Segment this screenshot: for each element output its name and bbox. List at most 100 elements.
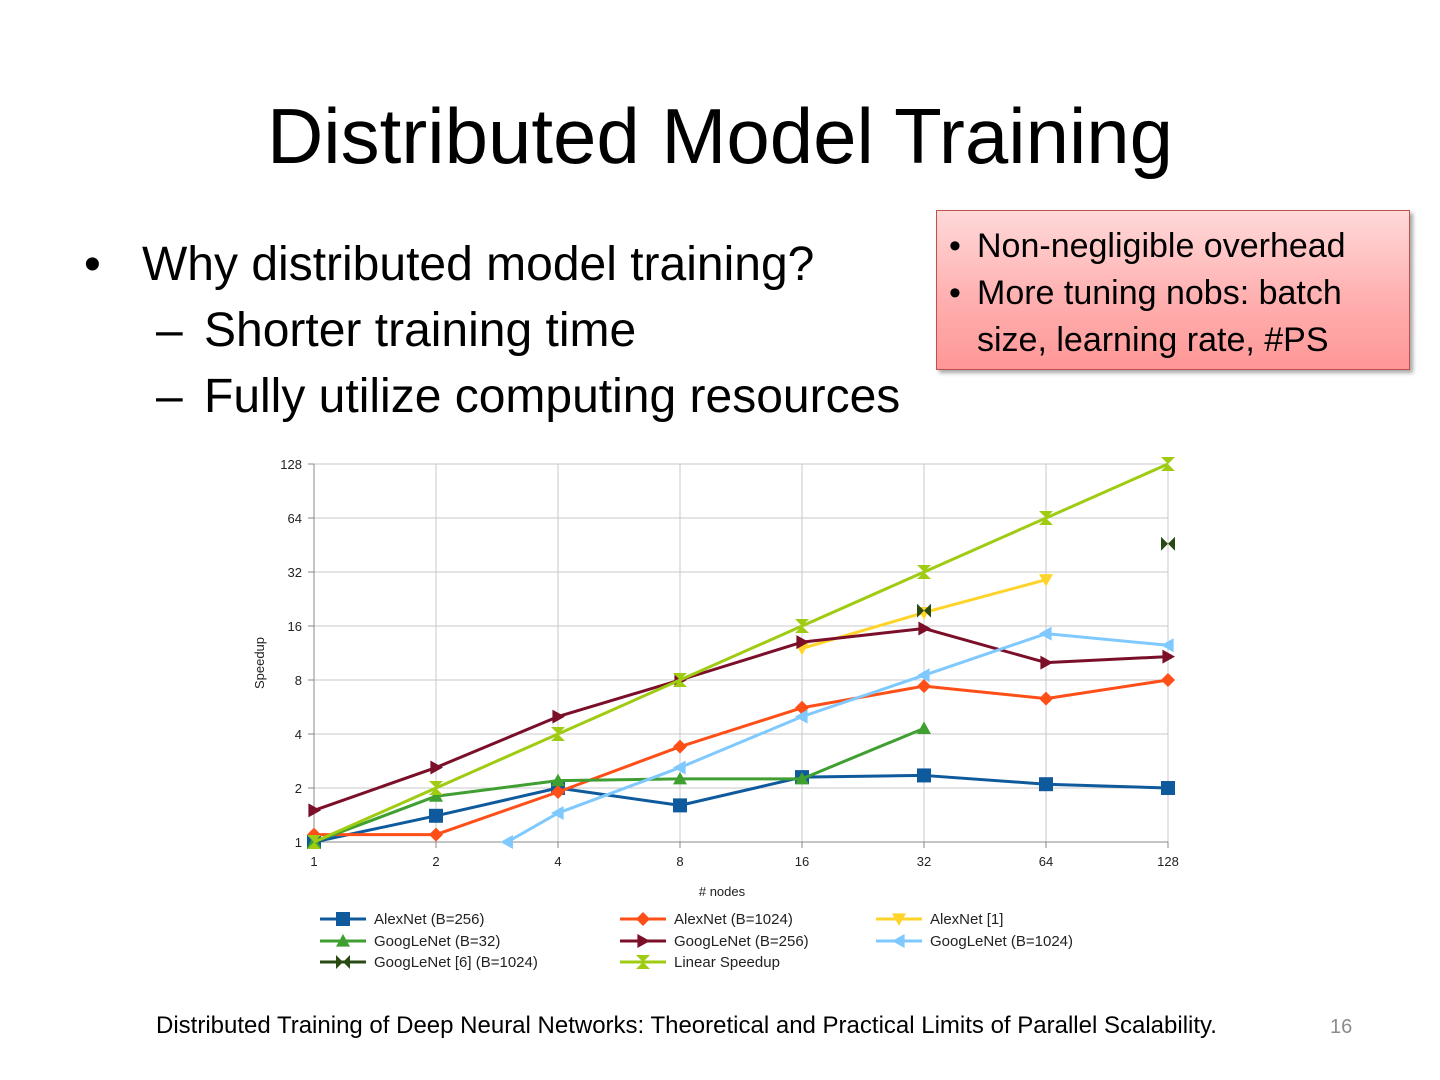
data-point <box>307 835 321 849</box>
sub-bullet-item: – Shorter training time <box>84 298 900 364</box>
data-point <box>1162 649 1175 664</box>
data-point <box>1161 638 1174 653</box>
data-point <box>1039 691 1053 706</box>
sub-bullet-item: – Fully utilize computing resources <box>84 364 900 430</box>
data-point <box>1161 673 1175 687</box>
bullet-marker: • <box>84 238 101 291</box>
legend-item: GoogLeNet (B=256) <box>620 933 809 950</box>
data-point <box>429 827 443 842</box>
y-tick-label: 32 <box>288 565 302 580</box>
data-point <box>551 806 564 821</box>
x-tick-label: 64 <box>1039 854 1053 869</box>
data-point <box>1039 626 1052 641</box>
data-point <box>795 619 809 633</box>
data-point <box>429 781 443 795</box>
legend-label: GoogLeNet (B=32) <box>374 933 500 950</box>
legend-swatch-marker <box>637 934 650 948</box>
data-point <box>673 739 687 754</box>
data-point <box>429 789 443 802</box>
series-line <box>313 626 1169 812</box>
data-point <box>308 803 321 818</box>
series-line <box>506 632 1169 844</box>
data-point <box>1161 457 1175 471</box>
data-point <box>918 621 931 636</box>
series-line <box>313 773 1169 844</box>
x-tick-label: 1 <box>310 854 317 869</box>
series-group <box>307 457 1175 849</box>
sub-bullet-text: Shorter training time <box>204 304 637 357</box>
data-point <box>500 835 513 849</box>
bullet-text: Why distributed model training? <box>142 238 815 291</box>
legend-item: AlexNet (B=1024) <box>620 911 793 928</box>
data-point <box>1039 777 1053 792</box>
legend-item: GoogLeNet (B=1024) <box>876 933 1073 950</box>
data-point <box>673 798 687 813</box>
series-line <box>314 678 1169 837</box>
legend-item: GoogLeNet (B=32) <box>320 933 500 950</box>
x-tick-label: 128 <box>1157 854 1179 869</box>
y-tick-label: 2 <box>295 781 302 796</box>
data-point <box>551 727 565 741</box>
data-point <box>917 768 931 783</box>
callout-item: • More tuning nobs: batch size, learning… <box>949 270 1397 364</box>
y-axis-label: Speedup <box>252 637 267 689</box>
series-line <box>313 462 1169 844</box>
speedup-chart: 1 2 4 8 16 32 64 128 1 2 4 8 16 32 64 128 # nodes Speed… <box>252 457 1179 971</box>
sub-bullet-marker: – <box>156 304 183 357</box>
sub-bullet-text: Fully utilize computing resources <box>204 370 901 423</box>
chart-axes: 1 2 4 8 16 32 64 128 1 2 4 8 16 32 64 128 <box>280 457 1179 869</box>
x-tick-label: 32 <box>917 854 931 869</box>
legend-swatch-marker <box>336 955 350 969</box>
data-point <box>1161 781 1175 795</box>
data-point <box>1039 574 1053 587</box>
legend-swatch-marker <box>892 934 905 948</box>
data-point <box>551 773 565 787</box>
y-tick-label: 1 <box>295 835 302 850</box>
data-point <box>1040 655 1053 670</box>
callout-text: Non-negligible overhead <box>977 227 1346 265</box>
series-group <box>917 536 1175 618</box>
sub-bullet-marker: – <box>156 370 183 423</box>
data-point <box>429 808 443 823</box>
data-point <box>673 760 686 775</box>
legend-item: GoogLeNet [6] (B=1024) <box>320 954 538 971</box>
legend-item: AlexNet [1] <box>876 911 1003 928</box>
callout-bullet: • <box>949 274 961 312</box>
data-point <box>1161 536 1175 551</box>
data-point <box>673 771 687 785</box>
y-tick-label: 8 <box>295 673 302 688</box>
legend-label: GoogLeNet [6] (B=1024) <box>374 954 538 971</box>
data-point <box>917 668 930 683</box>
callout-text: More tuning nobs: batch size, learning r… <box>977 274 1342 359</box>
legend-label: AlexNet (B=1024) <box>674 911 793 928</box>
x-tick-label: 4 <box>554 854 561 869</box>
data-point <box>917 603 931 618</box>
x-tick-label: 8 <box>676 854 683 869</box>
series-group <box>500 626 1174 849</box>
data-point <box>551 784 565 799</box>
data-point <box>795 709 808 724</box>
legend-label: AlexNet [1] <box>930 911 1003 928</box>
legend-label: Linear Speedup <box>674 954 780 971</box>
series-group <box>307 721 931 848</box>
series-line <box>313 726 925 844</box>
data-point <box>552 709 565 724</box>
data-point <box>796 635 809 650</box>
bullet-list: • Why distributed model training? – Shor… <box>84 232 900 430</box>
legend-swatch-marker <box>636 912 650 926</box>
y-tick-label: 16 <box>288 619 302 634</box>
legend-label: AlexNet (B=256) <box>374 911 484 928</box>
callout-bullet: • <box>949 227 961 265</box>
legend-swatch-marker <box>336 934 350 947</box>
y-tick-label: 4 <box>295 727 302 742</box>
legend-label: GoogLeNet (B=1024) <box>930 933 1073 950</box>
chart-legend: AlexNet (B=256) AlexNet (B=1024) AlexNet [… <box>320 911 1073 971</box>
y-tick-label: 64 <box>288 511 302 526</box>
legend-swatch-marker <box>336 912 350 926</box>
x-tick-label: 16 <box>795 854 809 869</box>
callout-item: • Non-negligible overhead <box>949 223 1397 270</box>
series-group <box>307 673 1175 842</box>
y-tick-label: 128 <box>280 457 302 472</box>
x-axis-label: # nodes <box>699 884 746 899</box>
legend-swatch-marker <box>636 955 650 969</box>
